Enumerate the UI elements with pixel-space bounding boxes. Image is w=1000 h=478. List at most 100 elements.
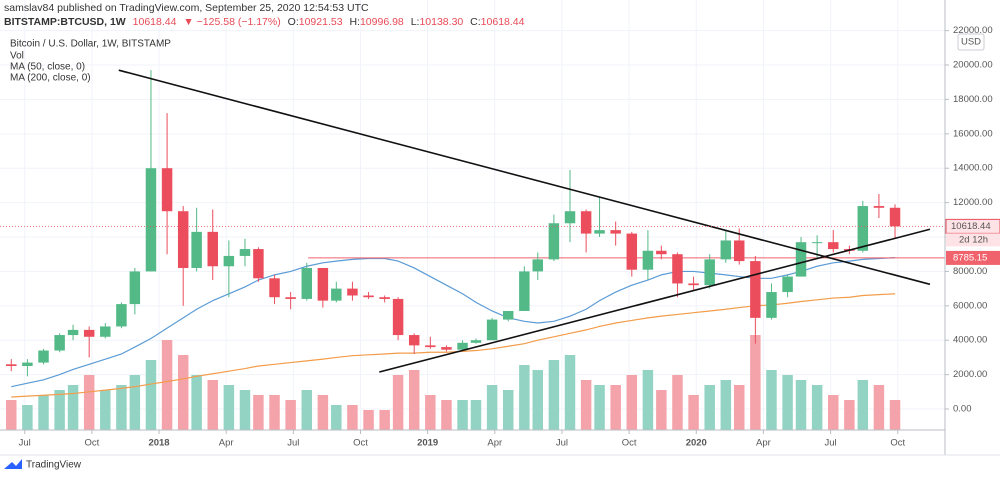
price-line-label: 8785.15 (953, 252, 987, 263)
legend-entry: MA (200, close, 0) (10, 73, 91, 84)
candle-body (54, 335, 65, 351)
volume-bar (704, 385, 715, 430)
volume-bar (145, 360, 157, 430)
candle-body (22, 362, 33, 367)
x-tick-label: Apr (756, 438, 771, 449)
volume-bar (363, 410, 374, 430)
volume-bar (54, 390, 65, 430)
quote-value: 10618.44 (481, 16, 525, 28)
volume-bar (782, 375, 793, 430)
volume-bar (207, 380, 218, 430)
quote-line: BITSTAMP:BTCUSD, 1W 10618.44 ▼ −125.58 (… (4, 16, 525, 28)
y-tick-label: 18000.00 (953, 94, 993, 105)
chart-title: Bitcoin / U.S. Dollar, 1W, BITSTAMP (10, 39, 171, 50)
volume-bar (253, 395, 264, 430)
candle-body (100, 326, 111, 337)
volume-bar (486, 385, 498, 430)
candle-body (392, 298, 404, 336)
volume-bar (532, 370, 544, 430)
y-tick-label: 6000.00 (953, 300, 987, 311)
volume-bar (470, 400, 482, 430)
candle-body (379, 297, 390, 299)
volume-bar (519, 365, 530, 430)
volume-bar (857, 380, 869, 430)
countdown: 2d 12h (959, 234, 988, 245)
candle-body (656, 250, 667, 255)
volume-bar (610, 385, 621, 430)
trendline (379, 228, 931, 373)
volume-bar (564, 355, 576, 430)
volume-bar (873, 385, 885, 430)
volume-bar (441, 400, 452, 430)
candle-body (873, 206, 885, 208)
volume-bar (177, 355, 189, 430)
volume-bar (766, 370, 777, 430)
candle-body (145, 168, 157, 272)
currency-box (957, 33, 985, 51)
volume-bar (502, 390, 514, 430)
candle-body (285, 297, 296, 299)
candle-body (704, 259, 715, 286)
grid (0, 0, 945, 430)
quote-label: O: (288, 16, 299, 28)
volume-bar (828, 395, 839, 430)
volume-bar (811, 385, 823, 430)
candle-body (889, 207, 901, 227)
candle-body (734, 240, 745, 262)
candle-body (720, 240, 732, 260)
publisher-line: samslav84 published on TradingView.com, … (4, 2, 369, 14)
volume-bar (889, 400, 901, 430)
y-tick-label: 4000.00 (953, 335, 987, 346)
volume-bar (795, 380, 807, 430)
candle-body (750, 261, 761, 318)
volume-bar (285, 400, 296, 430)
candle-body (408, 335, 420, 346)
candle-body (548, 223, 560, 260)
volume-bar (548, 360, 560, 430)
volume-bar (269, 395, 280, 430)
volume-bar (642, 370, 654, 430)
axes: 0.002000.004000.006000.008000.0010000.00… (19, 25, 1000, 449)
candle-body (502, 310, 514, 320)
volume-bar (408, 370, 420, 430)
volume-bar (594, 385, 605, 430)
candle-body (347, 288, 358, 296)
candle-body (301, 267, 313, 299)
last-price: 10618.44 (133, 16, 177, 28)
candle-body (672, 254, 683, 284)
price-layer (0, 69, 945, 398)
candle-body (207, 231, 218, 267)
x-tick-label: Oct (890, 438, 905, 449)
candle-body (828, 242, 839, 250)
volume-bar (100, 390, 111, 430)
candle-body (642, 250, 654, 270)
volume-bar (347, 405, 358, 430)
volume-bar (317, 395, 329, 430)
candle-body (38, 350, 49, 363)
candle-body (116, 304, 127, 327)
candle-body (811, 242, 823, 244)
volume-bar (301, 390, 313, 430)
candle-body (363, 295, 374, 298)
volume-bar (626, 375, 638, 430)
candle-body (6, 364, 17, 367)
candle-body (191, 231, 202, 268)
y-tick-label: 22000.00 (953, 25, 993, 36)
candle-body (177, 211, 189, 268)
volume-bar (720, 380, 732, 430)
quote-value: 10138.30 (419, 16, 463, 28)
volume-bar (656, 390, 667, 430)
candle-body (857, 206, 869, 251)
x-tick-label: Jul (824, 438, 836, 449)
x-tick-label: 2018 (148, 438, 169, 449)
candle-body (766, 292, 777, 318)
volume-bar (750, 335, 761, 430)
volume-bar (672, 375, 683, 430)
countdown-box (946, 233, 1000, 247)
candle-body (580, 211, 592, 234)
change: ▼ −125.58 (−1.17%) (183, 16, 280, 28)
volume-bar (83, 375, 95, 430)
candle-body (795, 242, 807, 277)
candle-body (317, 267, 329, 301)
